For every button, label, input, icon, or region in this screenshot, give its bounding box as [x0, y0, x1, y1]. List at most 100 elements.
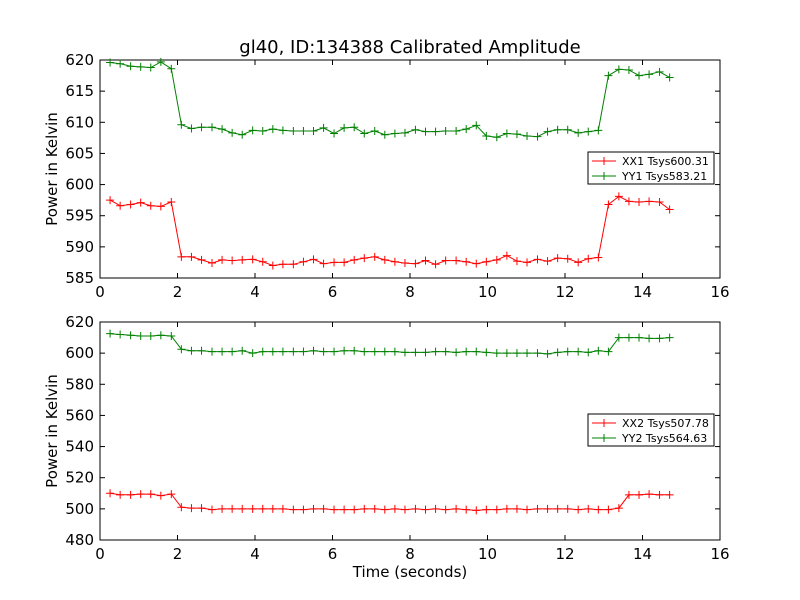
y-tick-label: 540	[65, 438, 94, 456]
data-point	[421, 505, 430, 514]
data-point	[624, 197, 633, 206]
data-point	[187, 252, 196, 261]
y-tick-label: 600	[65, 344, 94, 362]
data-point	[167, 332, 176, 341]
series-yy-2	[106, 329, 674, 358]
data-point	[604, 505, 613, 514]
data-point	[472, 506, 481, 515]
data-point	[146, 201, 155, 210]
data-point	[584, 127, 593, 136]
series-yy-1	[106, 57, 674, 142]
data-point	[431, 504, 440, 513]
x-tick-label: 4	[250, 283, 260, 301]
y-tick-label: 500	[65, 500, 94, 518]
data-point	[126, 62, 135, 71]
data-point	[350, 255, 359, 264]
data-point	[512, 257, 521, 266]
x-tick-label: 6	[328, 283, 338, 301]
data-point	[278, 126, 287, 135]
data-point	[492, 349, 501, 358]
data-point	[482, 505, 491, 514]
data-point	[156, 331, 165, 340]
y-tick-label: 605	[65, 144, 94, 162]
data-point	[116, 490, 125, 499]
series-xx-1	[106, 192, 674, 270]
y-tick-label: 585	[65, 269, 94, 287]
data-point	[553, 125, 562, 134]
data-point	[411, 348, 420, 357]
data-point	[594, 346, 603, 355]
data-point	[330, 347, 339, 356]
y-tick-label: 615	[65, 82, 94, 100]
data-point	[177, 345, 186, 354]
data-point	[126, 331, 135, 340]
data-point	[299, 127, 308, 136]
data-point	[624, 65, 633, 74]
data-point	[319, 123, 328, 132]
data-point	[523, 258, 532, 267]
data-point	[492, 255, 501, 264]
data-point	[584, 504, 593, 513]
data-point	[452, 348, 461, 357]
y-axis-label: Power in Kelvin	[43, 112, 61, 226]
data-point	[512, 349, 521, 358]
data-point	[309, 127, 318, 136]
data-point	[289, 505, 298, 514]
data-point	[452, 256, 461, 265]
data-point	[563, 504, 572, 513]
data-point	[431, 347, 440, 356]
data-point	[553, 348, 562, 357]
data-point	[340, 505, 349, 514]
data-point	[584, 348, 593, 357]
legend-entry: YY1 Tsys583.21	[621, 170, 707, 183]
y-tick-label: 595	[65, 207, 94, 225]
data-point	[167, 198, 176, 207]
data-point	[482, 257, 491, 266]
x-tick-label: 16	[710, 545, 729, 563]
data-point	[146, 63, 155, 72]
data-point	[502, 504, 511, 513]
data-point	[482, 131, 491, 140]
data-point	[574, 505, 583, 514]
data-point	[360, 504, 369, 513]
data-point	[390, 129, 399, 138]
data-point	[655, 67, 664, 76]
data-point	[218, 504, 227, 513]
data-point	[594, 253, 603, 262]
data-point	[238, 504, 247, 513]
data-point	[645, 334, 654, 343]
data-point	[584, 254, 593, 263]
data-point	[543, 257, 552, 266]
data-point	[563, 125, 572, 134]
x-tick-label: 14	[633, 283, 652, 301]
data-point	[126, 200, 135, 209]
x-tick-label: 12	[555, 545, 574, 563]
data-point	[319, 259, 328, 268]
data-point	[197, 346, 206, 355]
data-point	[452, 127, 461, 136]
data-point	[106, 329, 115, 338]
data-point	[278, 347, 287, 356]
data-point	[248, 255, 257, 264]
x-tick-label: 8	[405, 545, 415, 563]
data-point	[523, 505, 532, 514]
data-point	[187, 346, 196, 355]
data-point	[472, 259, 481, 268]
data-point	[543, 127, 552, 136]
data-point	[207, 347, 216, 356]
legend-box	[587, 151, 715, 185]
data-point	[207, 259, 216, 268]
x-tick-label: 12	[555, 283, 574, 301]
data-point	[248, 349, 257, 358]
data-point	[441, 347, 450, 356]
data-point	[441, 256, 450, 265]
data-point	[482, 348, 491, 357]
data-point	[146, 490, 155, 499]
legend-marker	[600, 172, 608, 180]
data-point	[309, 255, 318, 264]
data-point	[655, 334, 664, 343]
x-tick-label: 10	[478, 545, 497, 563]
data-point	[136, 332, 145, 341]
data-point	[228, 128, 237, 137]
